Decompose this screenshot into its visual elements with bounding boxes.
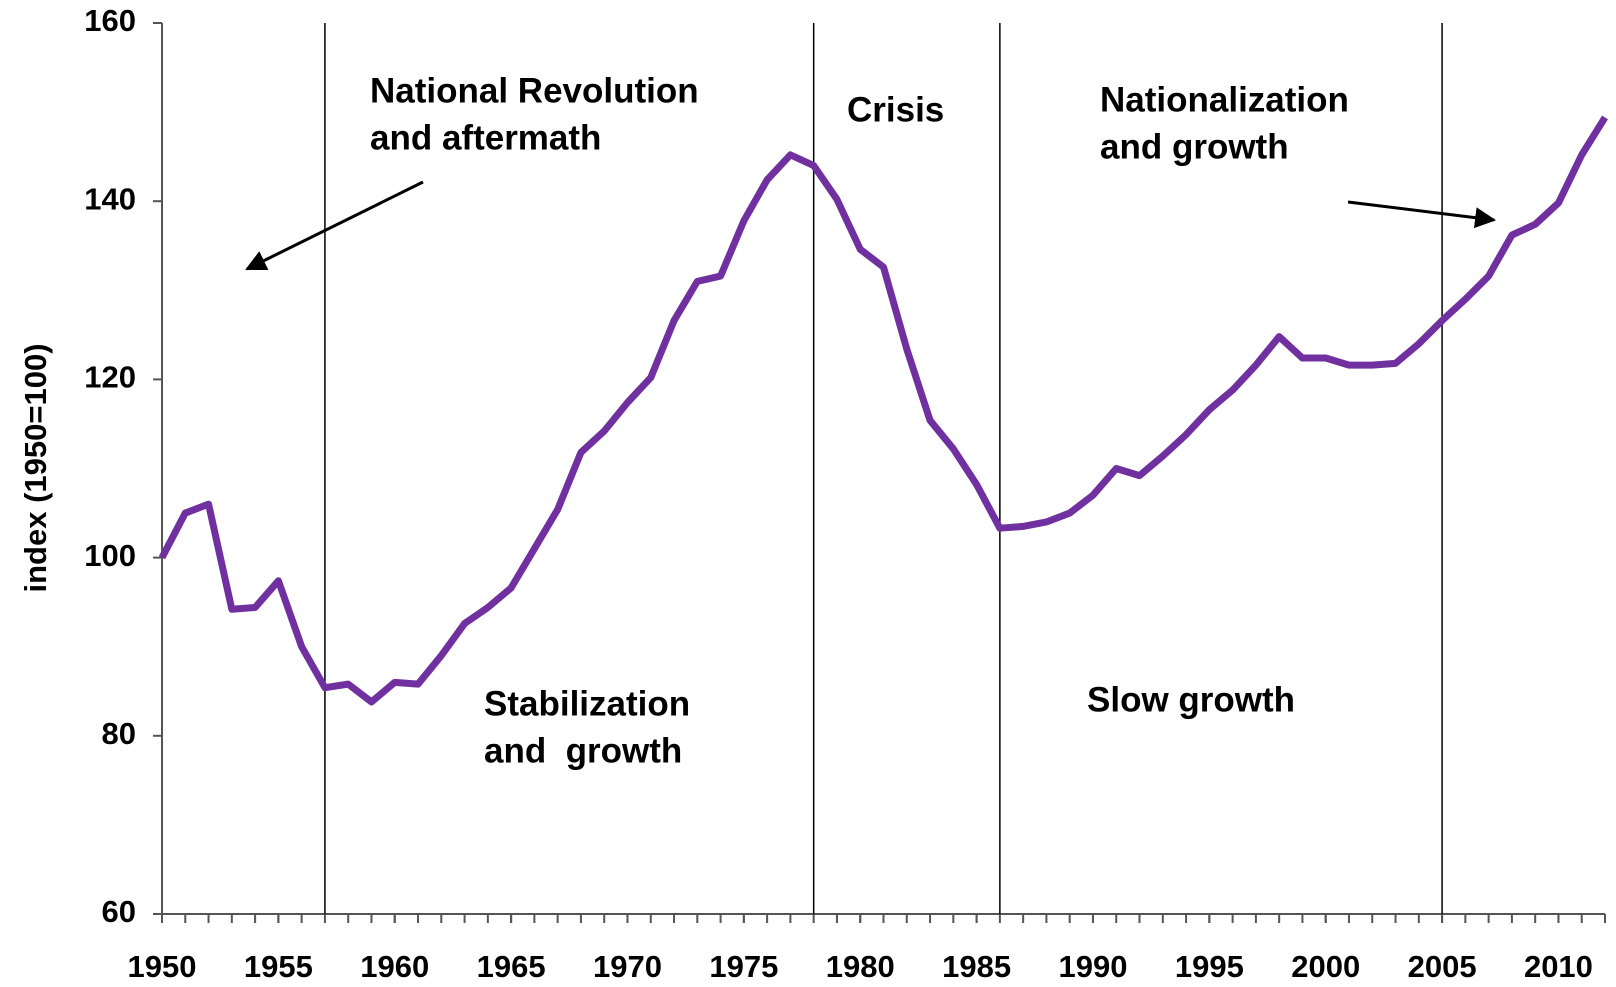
annotation: and aftermath (370, 118, 601, 157)
y-axis-label: index (1950=100) (18, 343, 53, 592)
y-tick-label: 80 (102, 716, 136, 751)
x-tick-label: 1960 (360, 949, 429, 984)
annotation: Stabilization (484, 684, 690, 723)
x-tick-label: 1990 (1058, 949, 1127, 984)
x-tick-label: 1995 (1175, 949, 1244, 984)
x-tick-label: 1985 (942, 949, 1011, 984)
annotation: and growth (1100, 127, 1289, 166)
annotation: Crisis (847, 90, 944, 129)
x-tick-label: 1980 (826, 949, 895, 984)
x-tick-label: 1955 (244, 949, 313, 984)
arrow (245, 180, 424, 271)
x-tick-label: 1950 (128, 949, 197, 984)
y-tick-label: 160 (84, 3, 136, 38)
data-line (158, 115, 1608, 706)
x-tick-label: 2000 (1291, 949, 1360, 984)
x-tick-label: 1975 (709, 949, 778, 984)
x-tick-label: 2010 (1524, 949, 1593, 984)
y-tick-label: 140 (84, 181, 136, 216)
annotation: Slow growth (1087, 680, 1295, 719)
y-tick-label: 60 (102, 894, 136, 929)
annotation: and growth (484, 731, 682, 770)
x-tick-label: 1965 (477, 949, 546, 984)
annotation: Nationalization (1100, 80, 1349, 119)
arrow (1347, 200, 1497, 229)
x-tick-label: 2005 (1408, 949, 1477, 984)
y-tick-label: 120 (84, 360, 136, 395)
x-tick-label: 1970 (593, 949, 662, 984)
y-tick-label: 100 (84, 538, 136, 573)
annotation: National Revolution (370, 71, 699, 110)
